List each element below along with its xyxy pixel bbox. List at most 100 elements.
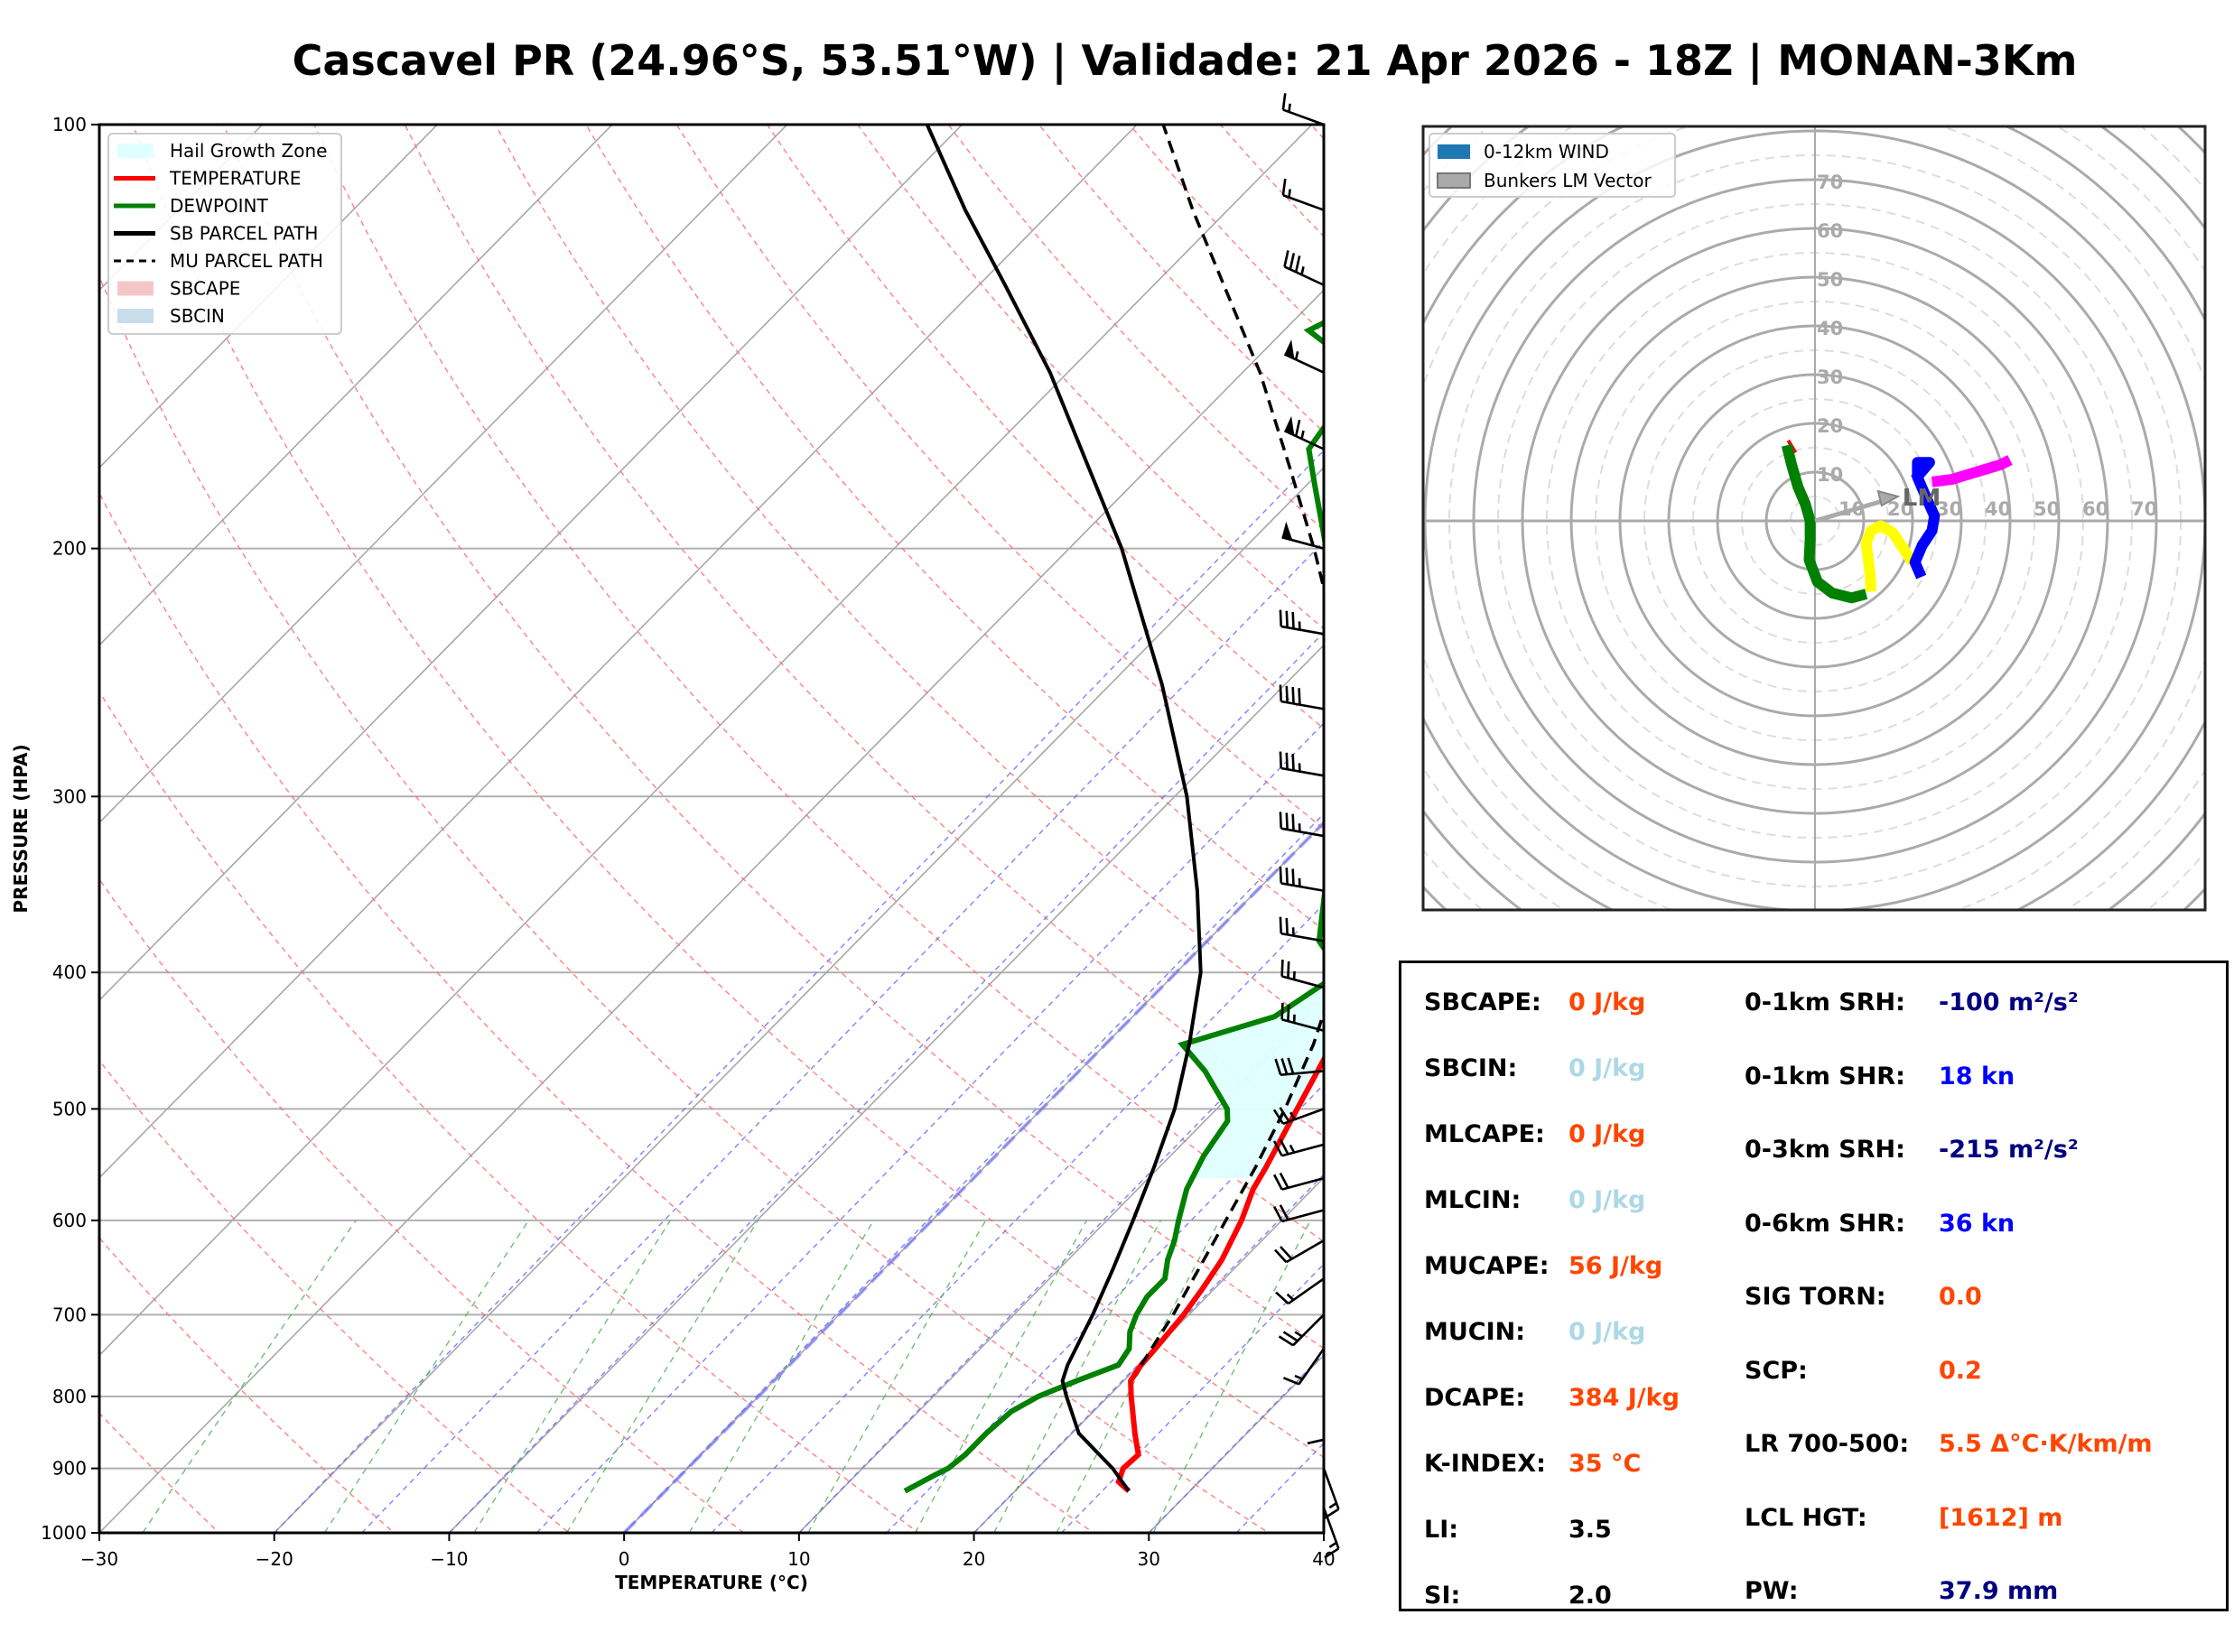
stats-panel: SBCAPE: 0 J/kg SBCIN: 0 J/kg MLCAPE: 0 J/kg ML… [1399,961,2229,1611]
y-tick-label: 800 [52,1386,87,1407]
barb-shaft [1282,1108,1325,1126]
x-tick-label: 0 [619,1548,630,1570]
dry-adiabat [99,491,1095,1533]
barb-shaft [1281,975,1325,989]
hodograph-ring-label: 70 [1817,172,1843,193]
barb-half [1300,266,1305,275]
hail-growth-zone-fill [1182,983,1324,1179]
barb-shaft [1281,1209,1325,1223]
wind-barb [1274,1239,1325,1264]
stat-label: LR 700-500: [1745,1430,1910,1458]
barb-full [1307,1438,1325,1445]
barb-shaft [1280,766,1325,777]
stat-label: 0-3km SRH: [1745,1136,1905,1164]
barb-shaft [1298,1348,1326,1386]
wind-barb [1281,93,1325,126]
barb-shaft [1281,1143,1325,1157]
stat-value: 56 J/kg [1568,1252,1663,1280]
legend-swatch [1438,144,1470,159]
isotherm [99,125,963,1002]
barb-full [1279,812,1283,829]
hodograph-ring-label: 60 [1817,220,1843,242]
series-mu-parcel-path [1140,125,1324,1367]
stat-label: MUCIN: [1424,1318,1526,1346]
barb-shaft [1322,1468,1340,1510]
mixing-ratio-line [688,1220,875,1533]
dry-adiabat [99,1237,396,1533]
stat-label: 0-6km SHR: [1745,1209,1905,1238]
moist-adiabat [623,812,1324,1533]
stat-label: 0-1km SHR: [1745,1062,1905,1091]
skew-t-axis-ticks: −30 −20 −10 0 10 20 30 40 1000 900 800 700 600 500 400… [41,114,1336,1570]
stat-value: 37.9 mm [1939,1577,2059,1605]
hodograph-segment-magenta [1931,455,2013,487]
barb-full [1279,1138,1289,1155]
barb-full [1287,1004,1290,1022]
barb-full [1275,1291,1289,1304]
legend-label: Bunkers LM Vector [1484,170,1652,191]
mixing-ratio-line [807,1220,987,1533]
barb-full [1324,1547,1340,1559]
wind-barb [1272,1138,1325,1157]
wind-barb [1280,1002,1325,1033]
y-tick-label: 1000 [41,1522,87,1544]
barb-half [1289,1144,1296,1154]
barb-shaft [1283,265,1325,286]
barb-full [1291,611,1295,629]
barb-shaft [1280,700,1325,710]
moist-adiabat [711,903,1324,1533]
legend-box [107,133,342,335]
wind-barb [1279,751,1325,777]
isotherm [99,125,614,646]
barb-full [1298,688,1301,705]
skew-t-profiles [903,125,1324,1494]
y-tick-label: 300 [52,785,87,807]
barb-shaft [1282,194,1325,211]
isotherm [99,125,788,824]
mixing-ratio-line [1152,1220,1311,1533]
barb-full [1285,685,1289,703]
barb-full [1272,1206,1283,1222]
stat-label: SBCAPE: [1424,988,1541,1016]
wind-barbs [1272,93,1340,1559]
hodograph-ring-label: 30 [1936,498,1962,520]
barb-full [1291,753,1295,771]
stat-value: 2.0 [1568,1582,1612,1610]
barb-full [1279,866,1283,884]
x-tick-label: −20 [256,1548,293,1570]
barb-half [1328,1502,1337,1509]
stat-label: DCAPE: [1424,1384,1526,1412]
stat-value: 3.5 [1568,1516,1612,1544]
legend-label: SB PARCEL PATH [170,223,318,245]
legend-label: SBCAPE [170,278,240,300]
barb-full [1285,752,1289,770]
legend-label: 0-12km WIND [1484,141,1609,162]
wind-barb [1283,415,1325,450]
barb-full [1294,255,1301,273]
x-tick-label: −30 [80,1548,118,1570]
bunkers-lm-label: LM [1903,485,1941,512]
stat-label: 0-1km SRH: [1745,988,1905,1016]
skew-t-frame [98,123,1326,1535]
series-sb-parcel-path [925,125,1203,1492]
x-tick-label: 10 [787,1548,810,1570]
barb-full [1279,609,1283,627]
hodograph-segment-blue [1909,457,1941,580]
barb-shaft [1283,353,1325,374]
hodograph-ring-label: 40 [1817,318,1843,339]
wind-barb [1275,1277,1325,1305]
stat-label: MLCIN: [1424,1186,1522,1214]
legend-swatch [1437,172,1471,189]
wind-barb [1280,960,1325,989]
hodograph-segment-yellow [1860,520,1917,592]
stat-label: K-INDEX: [1424,1450,1546,1478]
barb-shaft [1282,108,1325,126]
barb-full [1279,1172,1289,1189]
bunkers-lm-arrow-shaft [1814,497,1890,524]
barb-shaft [1281,1176,1325,1191]
barb-full [1280,1002,1284,1020]
barb-full [1291,813,1295,831]
moist-adiabat [274,450,1324,1533]
barb-full [1287,1057,1295,1074]
